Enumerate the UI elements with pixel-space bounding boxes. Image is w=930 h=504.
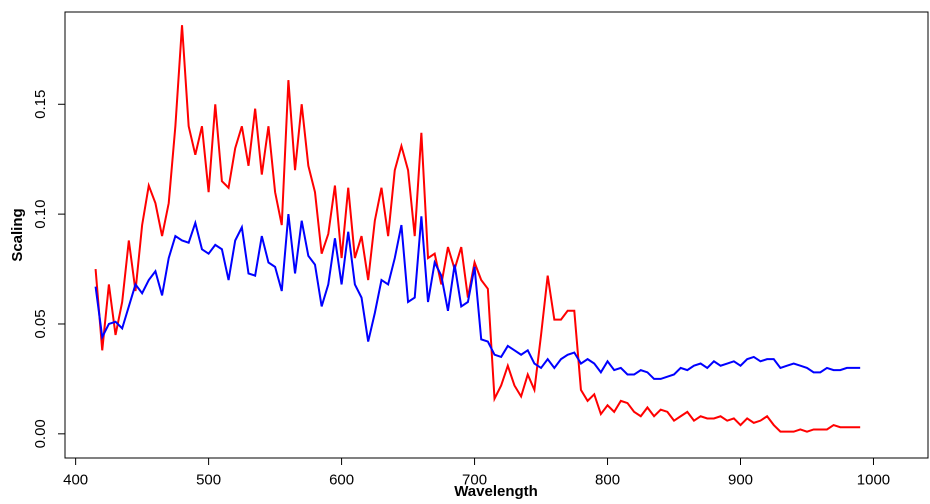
- x-axis-label: Wavelength: [454, 483, 538, 500]
- x-tick-label: 700: [462, 471, 487, 488]
- y-tick-label: 0.15: [32, 90, 49, 119]
- y-tick-label: 0.05: [32, 309, 49, 338]
- x-tick-label: 800: [595, 471, 620, 488]
- x-tick-label: 900: [728, 471, 753, 488]
- y-tick-label: 0.00: [32, 419, 49, 448]
- plot-frame: [64, 11, 929, 459]
- x-tick-label: 1000: [857, 471, 890, 488]
- x-tick-label: 500: [196, 471, 221, 488]
- y-tick-label: 0.10: [32, 200, 49, 229]
- x-tick-label: 400: [63, 471, 88, 488]
- series-line: [94, 25, 861, 433]
- series-line: [94, 214, 861, 380]
- y-axis-label: Scaling: [9, 208, 26, 261]
- x-tick-label: 600: [329, 471, 354, 488]
